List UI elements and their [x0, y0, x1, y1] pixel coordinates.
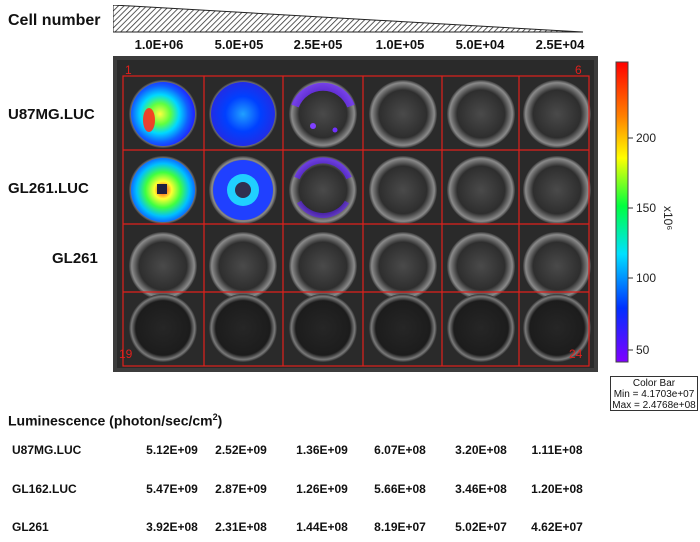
corner-label-bottom-left: 19 [119, 347, 133, 361]
cell-count-col-6: 2.5E+04 [535, 37, 585, 52]
lum-value: 4.62E+07 [531, 520, 583, 534]
lum-value: 1.44E+08 [296, 520, 348, 534]
luminescence-title: Luminescence (photon/sec/cm2) [8, 412, 223, 429]
concentration-wedge [113, 5, 584, 33]
lum-value: 1.11E+08 [531, 443, 583, 457]
lum-value: 1.26E+09 [296, 482, 348, 496]
lum-row-label-gl162-luc: GL162.LUC [12, 482, 77, 496]
colorbar-tick-100: 100 [636, 271, 656, 285]
corner-label-top-left: 1 [125, 63, 132, 77]
lum-row-label-gl261: GL261 [12, 520, 49, 534]
lum-value: 5.02E+07 [455, 520, 507, 534]
lum-value: 2.87E+09 [215, 482, 267, 496]
lum-row-label-u87mg-luc: U87MG.LUC [12, 443, 82, 457]
lum-value: 3.92E+08 [146, 520, 198, 534]
colorbar-legend-max: Max = 2.4768e+08 [612, 400, 696, 411]
lum-value: 5.66E+08 [374, 482, 426, 496]
lum-value: 5.12E+09 [146, 443, 198, 457]
lum-value: 1.20E+08 [531, 482, 583, 496]
lum-value: 1.36E+09 [296, 443, 348, 457]
colorbar-legend-min: Min = 4.1703e+07 [613, 389, 695, 400]
cell-count-col-3: 2.5E+05 [293, 37, 343, 52]
lum-value: 2.31E+08 [215, 520, 267, 534]
lum-value: 5.47E+09 [146, 482, 198, 496]
cell-count-col-5: 5.0E+04 [455, 37, 505, 52]
colorbar-tick-150: 150 [636, 201, 656, 215]
cell-count-col-1: 1.0E+06 [134, 37, 184, 52]
lum-value: 6.07E+08 [374, 443, 426, 457]
colorbar-legend-box: Color Bar Min = 4.1703e+07 Max = 2.4768e… [610, 376, 698, 411]
cell-count-col-2: 5.0E+05 [214, 37, 264, 52]
corner-label-top-right: 6 [575, 63, 582, 77]
lum-value: 3.20E+08 [455, 443, 507, 457]
colorbar: 200 150 100 50 x10⁶ [615, 61, 675, 363]
cell-number-label: Cell number [8, 12, 101, 29]
colorbar-legend-title: Color Bar [632, 378, 676, 389]
lum-value: 3.46E+08 [455, 482, 507, 496]
corner-label-bottom-right: 24 [569, 347, 583, 361]
row-label-u87mg-luc: U87MG.LUC [8, 106, 95, 123]
colorbar-unit-label: x10⁶ [661, 206, 675, 230]
well-plate-image: 1 6 19 24 [113, 56, 598, 372]
lum-value: 8.19E+07 [374, 520, 426, 534]
cell-count-col-4: 1.0E+05 [375, 37, 425, 52]
colorbar-tick-50: 50 [636, 343, 650, 357]
colorbar-tick-200: 200 [636, 131, 656, 145]
lum-value: 2.52E+09 [215, 443, 267, 457]
row-label-gl261-luc: GL261.LUC [8, 180, 89, 197]
row-label-gl261: GL261 [52, 250, 98, 267]
